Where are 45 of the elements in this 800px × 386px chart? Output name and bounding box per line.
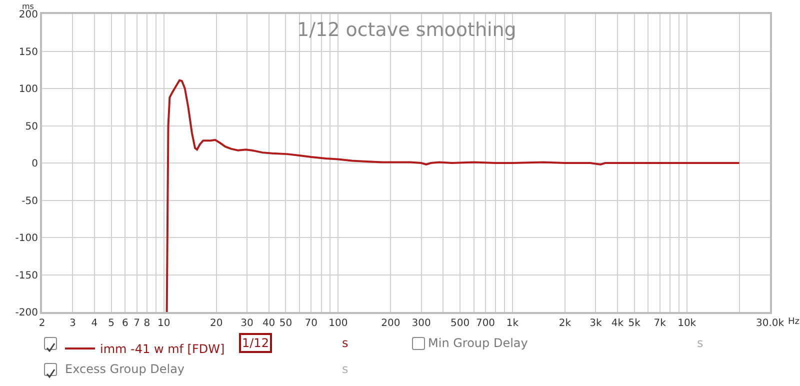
x-tick-label: 3k — [590, 318, 602, 329]
x-tick-label: 100 — [328, 318, 348, 329]
text: Min Group Delay — [428, 336, 528, 350]
x-tick-label: 200 — [381, 318, 400, 329]
x-tick-label: 1k — [506, 318, 519, 329]
y-tick-label: 150 — [18, 46, 38, 58]
text: s — [342, 336, 348, 350]
text: s — [697, 336, 704, 350]
y-tick-label: -200 — [15, 308, 38, 318]
x-tick-label: 50 — [279, 318, 292, 329]
x-tick-label: 7k — [654, 318, 666, 329]
x-tick-label: 8 — [144, 318, 150, 329]
text: s — [342, 362, 348, 376]
x-tick-label: 6 — [122, 318, 128, 329]
y-tick-label: -50 — [22, 196, 38, 207]
x-tick-label: 10 — [157, 318, 170, 329]
y-tick-label: 200 — [18, 10, 38, 20]
y-tick-label: 50 — [25, 121, 38, 132]
text: Excess Group Delay — [65, 362, 185, 376]
legend-label: imm -41 w mf [FDW] — [100, 342, 225, 356]
chart-title: 1/12 octave smoothing — [297, 19, 516, 41]
x-tick-label: 10k — [678, 318, 696, 329]
x-tick-label: 5 — [108, 318, 115, 329]
y-tick-label: 100 — [18, 84, 38, 95]
x-tick-label: 700 — [476, 318, 496, 329]
y-tick-label: -100 — [15, 233, 38, 244]
text: 1/12 — [242, 336, 269, 350]
x-tick-label: 2 — [38, 318, 46, 329]
y-axis-title: ms — [22, 2, 34, 11]
x-tick-label: 5k — [628, 318, 641, 329]
x-tick-label: 7 — [134, 318, 140, 329]
x-tick-label: 40 — [262, 318, 276, 329]
y-tick-label: 0 — [32, 158, 38, 170]
x-axis-title: Hz — [788, 317, 800, 327]
x-tick-label: 4 — [91, 318, 98, 329]
x-tick-label: 30.0k — [756, 318, 784, 329]
x-tick-label: 500 — [450, 318, 470, 329]
x-tick-label: 4k — [611, 318, 624, 329]
x-tick-label: 2k — [558, 318, 572, 329]
x-tick-label: 70 — [304, 318, 318, 329]
x-tick-label: 3 — [70, 318, 76, 329]
y-tick-label: -150 — [15, 270, 38, 282]
x-tick-label: 300 — [412, 318, 431, 329]
x-tick-label: 30 — [240, 318, 254, 329]
x-tick-label: 20 — [210, 318, 223, 329]
